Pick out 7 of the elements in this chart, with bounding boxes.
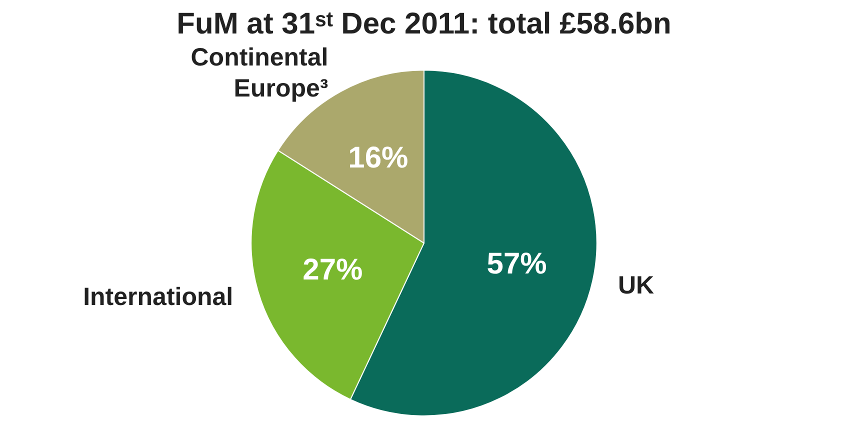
data-label: 16% — [348, 142, 408, 175]
slice-label: Continental Europe³ — [190, 44, 328, 102]
slice-label: International — [83, 283, 234, 312]
data-label: 27% — [302, 254, 363, 287]
slice-label: UK — [618, 271, 654, 300]
data-label: 57% — [486, 248, 547, 281]
chart-title: FuM at 31ˢᵗ Dec 2011: total £58.6bn — [176, 8, 672, 40]
